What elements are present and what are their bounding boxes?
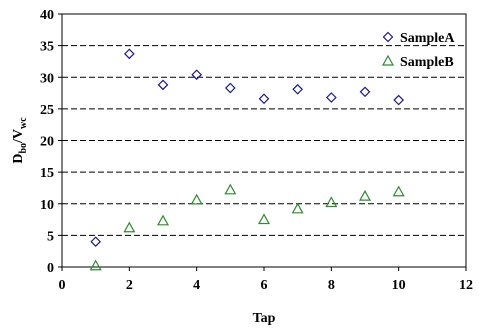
y-axis-title-sub2: wc xyxy=(18,117,29,129)
y-tick-label: 0 xyxy=(47,261,54,276)
data-point xyxy=(157,79,169,91)
x-tick-label: 0 xyxy=(59,278,66,293)
y-tick-label: 30 xyxy=(40,71,54,86)
y-tick-label: 35 xyxy=(40,40,54,55)
legend-marker xyxy=(382,31,394,43)
y-tick-label: 20 xyxy=(40,135,54,150)
legend-label: SampleB xyxy=(400,55,454,70)
data-point xyxy=(224,183,237,195)
y-axis-title-main: D xyxy=(11,154,26,164)
grid-lines xyxy=(62,45,466,236)
y-tick-label: 15 xyxy=(40,166,54,181)
data-points xyxy=(89,48,405,271)
legend-marker xyxy=(381,54,395,66)
y-tick-label: 25 xyxy=(40,103,54,118)
data-point xyxy=(123,48,135,60)
y-axis-title: Dbo/Vwc xyxy=(11,117,29,164)
data-point xyxy=(257,213,271,225)
data-point xyxy=(291,202,304,214)
data-point xyxy=(123,221,136,233)
y-axis-title-mid: /V xyxy=(11,129,26,144)
x-tick-label: 10 xyxy=(392,278,406,293)
tick-labels: 0 5 10 15 20 25 30 35 40 0 2 4 6 8 10 12 xyxy=(40,8,473,293)
data-point xyxy=(190,193,203,205)
series-SampleB xyxy=(89,183,405,271)
x-tick-label: 4 xyxy=(193,278,200,293)
data-point xyxy=(292,83,304,95)
y-axis-title-sub1: bo xyxy=(18,143,29,154)
x-tick-label: 6 xyxy=(261,278,268,293)
data-point xyxy=(224,82,236,94)
data-point xyxy=(156,214,170,226)
data-point xyxy=(393,94,405,106)
data-point xyxy=(358,189,372,201)
data-point xyxy=(392,185,405,197)
data-point xyxy=(325,92,337,103)
x-tick-label: 2 xyxy=(126,278,133,293)
y-tick-label: 10 xyxy=(40,198,54,213)
legend: SampleA SampleB xyxy=(381,31,455,70)
x-tick-label: 12 xyxy=(459,278,473,293)
x-axis-title: Tap xyxy=(253,311,276,326)
data-point xyxy=(191,69,203,81)
data-point xyxy=(359,86,371,98)
data-point xyxy=(89,259,102,271)
legend-label: SampleA xyxy=(400,31,455,46)
data-point xyxy=(325,196,338,208)
plot-area xyxy=(61,13,467,268)
y-tick-label: 5 xyxy=(47,229,54,244)
x-tick-label: 8 xyxy=(328,278,335,293)
series-SampleA xyxy=(90,48,405,248)
data-point xyxy=(258,93,270,105)
y-tick-label: 40 xyxy=(40,8,54,23)
data-point xyxy=(90,236,102,248)
